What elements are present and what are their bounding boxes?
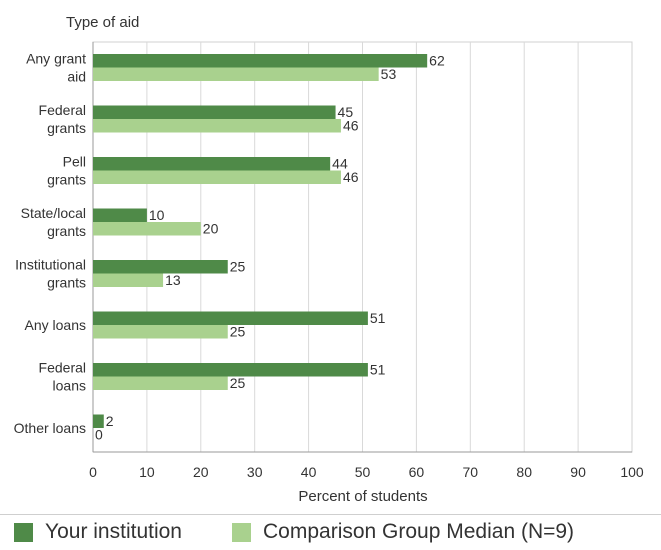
bar-your-institution-state-local-grants: [93, 208, 147, 222]
x-tick-label-20: 20: [193, 464, 209, 480]
bar-your-institution-federal-grants: [93, 105, 336, 119]
value-label-comparison-group-federal-loans: 25: [230, 375, 246, 391]
legend-item-your-institution: Your institution: [14, 520, 182, 544]
bar-comparison-group-pell-grants: [93, 170, 341, 184]
value-label-your-institution-pell-grants: 44: [332, 156, 348, 172]
category-label-state-local-grants: State/local grants: [21, 205, 86, 239]
category-label-any-grant-aid: Any grant aid: [26, 51, 86, 85]
value-label-your-institution-federal-loans: 51: [370, 362, 386, 378]
value-label-comparison-group-any-grant-aid: 53: [381, 66, 397, 82]
bar-comparison-group-institutional-grants: [93, 273, 164, 287]
legend-label-comparison-group: Comparison Group Median (N=9): [263, 520, 575, 543]
value-label-your-institution-institutional-grants: 25: [230, 259, 246, 275]
value-label-comparison-group-federal-grants: 46: [343, 118, 359, 134]
bar-your-institution-any-grant-aid: [93, 54, 428, 68]
value-label-comparison-group-pell-grants: 46: [343, 169, 359, 185]
bar-comparison-group-any-grant-aid: [93, 67, 379, 81]
value-label-comparison-group-institutional-grants: 13: [165, 272, 181, 288]
bar-your-institution-any-loans: [93, 311, 368, 325]
x-tick-label-100: 100: [620, 464, 644, 480]
value-label-your-institution-any-grant-aid: 62: [429, 53, 445, 69]
value-label-comparison-group-any-loans: 25: [230, 324, 246, 340]
value-label-comparison-group-other-loans: 0: [95, 427, 103, 443]
legend-divider: [0, 514, 661, 515]
bar-comparison-group-federal-loans: [93, 376, 228, 390]
x-tick-label-90: 90: [570, 464, 586, 480]
bar-your-institution-pell-grants: [93, 157, 331, 171]
bar-your-institution-institutional-grants: [93, 260, 228, 274]
legend-item-comparison-group: Comparison Group Median (N=9): [232, 520, 574, 544]
value-label-your-institution-any-loans: 51: [370, 310, 386, 326]
value-label-your-institution-other-loans: 2: [106, 413, 114, 429]
x-tick-label-70: 70: [463, 464, 479, 480]
bar-comparison-group-federal-grants: [93, 119, 341, 133]
bar-comparison-group-any-loans: [93, 325, 228, 339]
legend-swatch-comparison-group: [232, 522, 251, 542]
category-label-federal-loans: Federal loans: [39, 360, 86, 394]
category-label-any-loans: Any loans: [25, 317, 86, 333]
x-axis-title: Percent of students: [298, 488, 427, 505]
legend: Your institution Comparison Group Median…: [0, 514, 661, 550]
bar-comparison-group-state-local-grants: [93, 222, 201, 236]
bar-your-institution-federal-loans: [93, 363, 368, 377]
x-tick-label-30: 30: [247, 464, 263, 480]
legend-label-your-institution: Your institution: [45, 520, 182, 543]
value-label-your-institution-state-local-grants: 10: [149, 207, 165, 223]
x-tick-label-50: 50: [355, 464, 371, 480]
x-tick-label-80: 80: [516, 464, 532, 480]
category-label-other-loans: Other loans: [14, 420, 86, 436]
x-tick-label-60: 60: [409, 464, 425, 480]
value-label-your-institution-federal-grants: 45: [338, 104, 354, 120]
x-tick-label-10: 10: [139, 464, 155, 480]
x-tick-label-0: 0: [89, 464, 97, 480]
bar-your-institution-other-loans: [93, 414, 104, 428]
category-label-pell-grants: Pell grants: [47, 154, 86, 188]
legend-swatch-your-institution: [14, 522, 33, 542]
x-tick-label-40: 40: [301, 464, 317, 480]
y-axis-title: Type of aid: [66, 14, 139, 31]
category-label-federal-grants: Federal grants: [39, 102, 86, 136]
category-label-institutional-grants: Institutional grants: [15, 257, 86, 291]
value-label-comparison-group-state-local-grants: 20: [203, 221, 219, 237]
